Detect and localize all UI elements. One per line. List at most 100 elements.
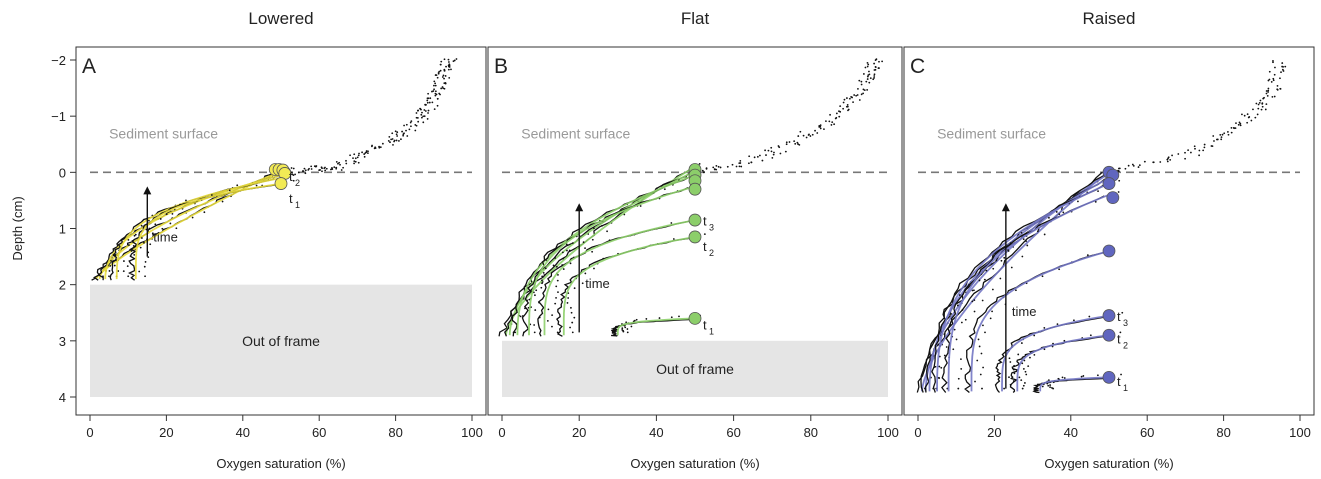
water-data-point [389, 141, 391, 144]
x-tick-label: 0 [498, 425, 505, 440]
profile-data-point [1119, 331, 1122, 334]
profile-data-point [127, 275, 130, 278]
profile-data-point [940, 366, 943, 369]
water-data-point [453, 59, 456, 62]
surface-marker-C-3 [1102, 177, 1116, 190]
profile-data-point [228, 189, 231, 192]
profile-data-point [1023, 359, 1026, 362]
water-data-point [805, 136, 808, 139]
water-data-point [860, 93, 863, 96]
water-data-point [301, 170, 304, 172]
water-data-point [394, 130, 397, 133]
water-data-point [401, 130, 404, 133]
profile-data-point [938, 365, 941, 368]
profile-data-point [670, 316, 673, 319]
water-data-point [1239, 124, 1242, 127]
water-data-point [357, 161, 360, 164]
water-data-point [308, 167, 310, 170]
profile-data-point [532, 291, 535, 294]
water-data-point [304, 172, 307, 175]
water-data-point [1241, 113, 1243, 116]
water-data-point [865, 80, 868, 83]
profile-data-point [570, 311, 573, 314]
panel-frame-A [75, 46, 487, 416]
profile-data-point [565, 243, 568, 246]
water-data-point [294, 173, 297, 176]
water-data-point [447, 68, 450, 71]
water-data-point [321, 167, 323, 170]
water-data-point [427, 109, 430, 112]
profile-data-point [982, 324, 984, 327]
profile-data-point [541, 275, 544, 278]
water-data-point [701, 169, 704, 172]
water-data-point [333, 166, 336, 169]
water-data-point [410, 120, 413, 123]
water-data-point [873, 73, 876, 76]
water-data-point [796, 141, 799, 144]
out-of-frame-label-A: Out of frame [242, 333, 320, 349]
water-data-point [420, 113, 423, 116]
water-data-point [866, 61, 869, 64]
water-data-point [443, 77, 445, 80]
profile-data-point [138, 270, 141, 273]
water-data-point [352, 157, 354, 160]
water-data-point [828, 120, 831, 123]
x-tick-label: 40 [649, 425, 663, 440]
water-data-point [423, 109, 426, 111]
profile-data-point [191, 216, 194, 219]
profile-data-point [626, 331, 629, 334]
water-data-point [338, 161, 341, 164]
water-data-point [838, 115, 841, 118]
profile-data-point [541, 279, 543, 282]
profile-data-point [991, 310, 993, 313]
water-data-point [405, 123, 408, 126]
profile-data-point [533, 331, 536, 334]
water-data-point [396, 135, 399, 137]
profile-data-point [1020, 379, 1023, 382]
profile-data-point [570, 306, 572, 309]
profile-data-point [1077, 200, 1079, 203]
water-data-point [325, 167, 328, 170]
water-data-point [1272, 77, 1275, 80]
y-tick-label: −1 [51, 109, 66, 124]
water-data-point [303, 167, 306, 170]
profile-data-point [236, 184, 239, 187]
profile-data-point [670, 222, 673, 224]
x-tick-label: 40 [1064, 425, 1078, 440]
water-data-point [1261, 102, 1264, 104]
profile-data-point [141, 237, 143, 239]
profile-data-point [953, 328, 956, 331]
observed-profile-B-7 [610, 318, 694, 337]
profile-data-point [1117, 191, 1120, 193]
water-data-point [374, 146, 377, 149]
water-data-point [750, 161, 753, 164]
water-data-point [1227, 133, 1230, 136]
profile-data-point [1003, 387, 1006, 390]
water-data-point [831, 121, 834, 124]
water-data-point [426, 118, 429, 120]
water-data-point [452, 60, 455, 63]
observed-profile-C-8 [1009, 335, 1106, 393]
water-data-point [1257, 107, 1260, 110]
water-data-point [740, 165, 743, 168]
profile-data-point [1033, 353, 1036, 356]
profile-data-point [144, 261, 147, 263]
profile-data-point [557, 273, 559, 276]
water-data-point [1216, 138, 1219, 141]
profile-data-point [985, 269, 988, 272]
profile-data-point [658, 317, 661, 319]
water-data-point [838, 110, 840, 113]
profile-data-point [980, 352, 983, 355]
x-tick-label: 100 [461, 425, 483, 440]
observed-profile-B-4 [521, 186, 689, 337]
panel-title-A: Lowered [248, 9, 313, 28]
water-data-point [1268, 70, 1271, 73]
water-data-point [1254, 116, 1257, 119]
profile-data-point [169, 222, 172, 225]
water-data-point [426, 101, 429, 104]
water-data-point [835, 112, 838, 115]
water-data-point [788, 141, 791, 143]
surface-marker-B-4 [688, 182, 702, 196]
profile-data-point [1063, 377, 1066, 379]
profile-data-point [1007, 250, 1010, 252]
